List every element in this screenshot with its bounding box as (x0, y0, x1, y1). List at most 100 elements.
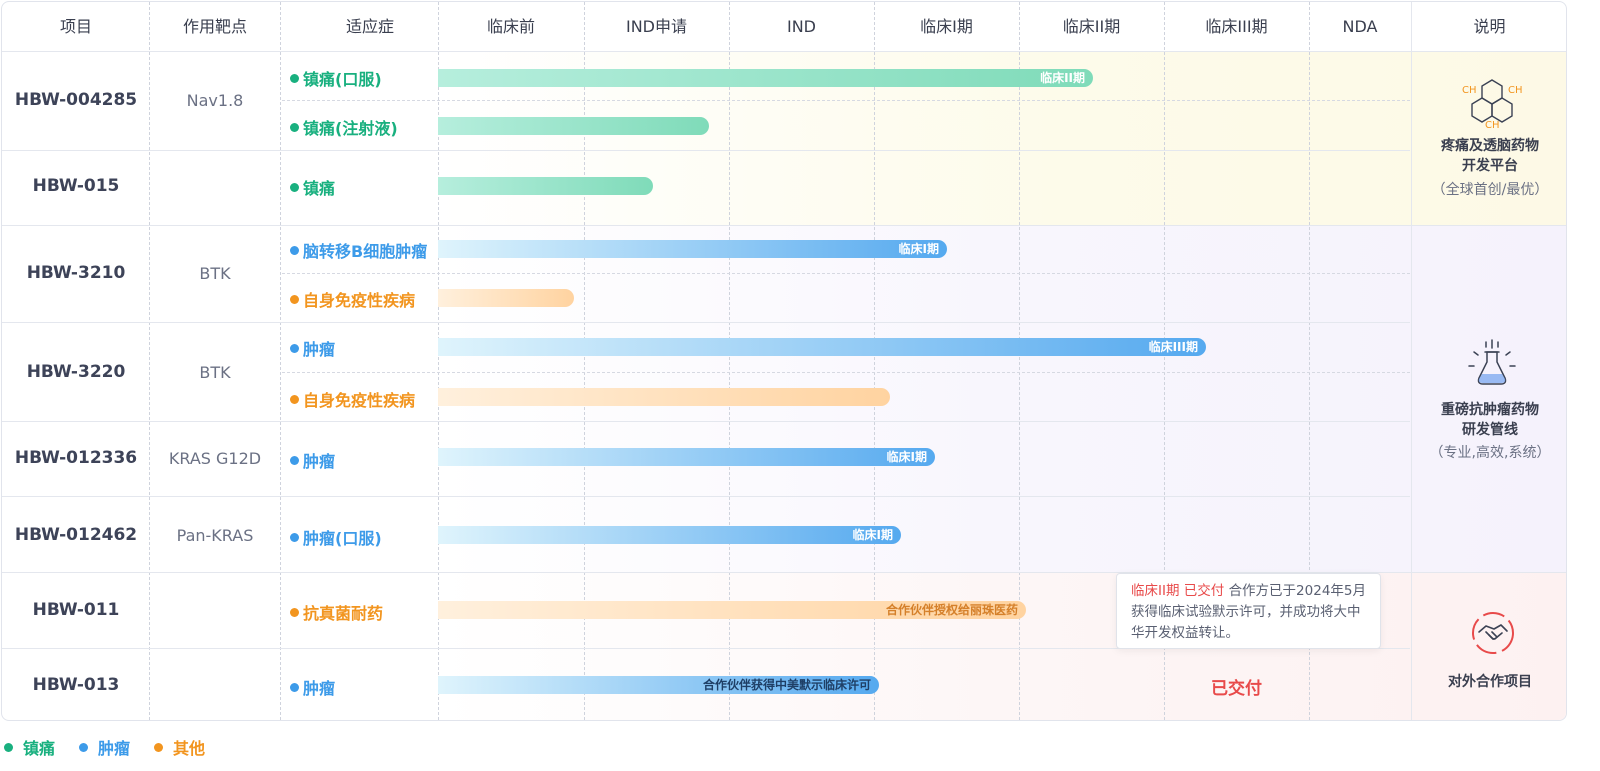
grid-line (584, 2, 585, 720)
molecule-label: CH (1485, 120, 1500, 129)
stage-label: 临床I期 (886, 450, 927, 464)
project-target: KRAS G12D (168, 449, 262, 468)
legend-item: 其他 (154, 735, 205, 759)
category-dot (290, 607, 299, 617)
project-target: BTK (199, 264, 231, 283)
grid-line (280, 2, 281, 720)
stage-label: 临床I期 (898, 242, 939, 256)
grid-line (729, 2, 730, 720)
category-dot (290, 343, 299, 353)
stage-label: 临床III期 (1148, 340, 1198, 354)
row-divider (2, 322, 1410, 323)
grid-line (438, 2, 439, 720)
header-divider (2, 51, 1566, 52)
category-dot (290, 122, 299, 132)
progress-bar: 临床III期 (438, 338, 1206, 356)
legend-dot (4, 742, 13, 752)
molecule-label: CH (1508, 85, 1523, 96)
header-project: 项目 (59, 17, 92, 36)
progress-bar (438, 177, 653, 195)
progress-bar (438, 117, 709, 135)
indication: 镇痛(口服) (290, 66, 382, 90)
partnership-band (438, 573, 1566, 720)
tooltip-text: 合作方已于2024年5月获得临床试验默示许可，并成功将大中华开发权益转让。 (1131, 583, 1367, 641)
delivered-status: 已交付 (1211, 679, 1262, 699)
grid-line (1019, 2, 1020, 720)
sub-row-divider (282, 273, 1410, 274)
progress-bar: 合作伙伴获得中美默示临床许可 (438, 676, 879, 694)
project-target: BTK (199, 363, 231, 382)
project-name: HBW-012336 (14, 448, 138, 468)
group-subtitle: （全球首创/最优） (1431, 182, 1549, 198)
header-preclinical: 临床前 (486, 17, 535, 36)
category-dot (290, 532, 299, 542)
indication: 肿瘤 (290, 675, 335, 699)
grid-line (1164, 2, 1165, 720)
project-name: HBW-004285 (14, 90, 138, 110)
header-phase2: 临床II期 (1062, 17, 1121, 36)
row-divider (2, 225, 1566, 226)
handshake-icon (1472, 612, 1514, 654)
project-name: HBW-3210 (26, 263, 126, 283)
row-divider (2, 421, 1410, 422)
category-dot (290, 245, 299, 255)
sub-row-divider (282, 100, 1410, 101)
category-dot (290, 73, 299, 83)
indication: 镇痛 (290, 175, 335, 199)
header-ind: IND (786, 17, 816, 36)
group-title: 研发管线 (1462, 422, 1518, 438)
project-name: HBW-013 (32, 675, 120, 695)
grid-line (149, 2, 150, 720)
indication: 抗真菌耐药 (290, 600, 383, 624)
sub-row-divider (282, 372, 1410, 373)
progress-bar: 临床I期 (438, 526, 901, 544)
header-ind-application: IND申请 (625, 17, 687, 36)
group-title: 疼痛及透脑药物 (1441, 138, 1539, 154)
row-divider (2, 150, 1410, 151)
project-name: HBW-011 (32, 600, 120, 620)
grid-line (874, 2, 875, 720)
category-dot (290, 182, 299, 192)
header-phase1: 临床I期 (920, 17, 973, 36)
category-dot (290, 394, 299, 404)
row-divider (2, 648, 1410, 649)
project-name: HBW-012462 (14, 525, 138, 545)
progress-bar (438, 289, 574, 307)
stage-label: 临床I期 (852, 528, 893, 542)
pipeline-table: 项目 作用靶点 适应症 临床前 IND申请 IND 临床I期 临床II期 临床I… (1, 1, 1567, 721)
progress-bar: 临床II期 (438, 69, 1093, 87)
header-target: 作用靶点 (182, 17, 247, 36)
group-title: 开发平台 (1462, 158, 1518, 174)
legend-dot (79, 742, 89, 752)
molecule-icon: CH CH CH (1462, 79, 1523, 129)
indication: 肿瘤(口服) (290, 525, 382, 549)
legend-item: 肿瘤 (79, 735, 130, 759)
row-divider (2, 496, 1410, 497)
grid-line (1411, 2, 1412, 720)
indication: 自身免疫性疾病 (290, 287, 415, 311)
project-name: HBW-3220 (26, 362, 126, 382)
progress-bar (438, 388, 890, 406)
legend: 镇痛 肿瘤 其他 (4, 735, 229, 759)
tooltip-stage: 临床II期 (1131, 583, 1180, 599)
delivery-tooltip: 临床II期 已交付 合作方已于2024年5月获得临床试验默示许可，并成功将大中华… (1116, 573, 1381, 649)
header-phase3: 临床III期 (1205, 17, 1268, 36)
molecule-label: CH (1462, 85, 1477, 96)
group-subtitle: （专业,高效,系统） (1429, 445, 1551, 461)
flask-icon (1468, 339, 1516, 385)
progress-bar: 临床I期 (438, 448, 935, 466)
header-notes: 说明 (1473, 17, 1506, 36)
row-divider (2, 572, 1566, 573)
grid-line (1309, 2, 1310, 720)
tooltip-status: 已交付 (1183, 583, 1225, 599)
progress-bar: 临床I期 (438, 240, 947, 258)
project-target: Nav1.8 (186, 91, 244, 110)
legend-dot (154, 742, 164, 752)
category-dot (290, 682, 299, 692)
category-dot (290, 455, 299, 465)
category-dot (290, 294, 299, 304)
stage-label: 临床II期 (1040, 71, 1085, 85)
indication: 自身免疫性疾病 (290, 387, 415, 411)
stage-label: 合作伙伴获得中美默示临床许可 (702, 678, 871, 692)
legend-item: 镇痛 (4, 735, 55, 759)
